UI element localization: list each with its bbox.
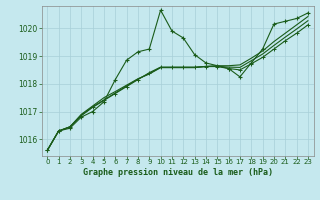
X-axis label: Graphe pression niveau de la mer (hPa): Graphe pression niveau de la mer (hPa): [83, 168, 273, 177]
